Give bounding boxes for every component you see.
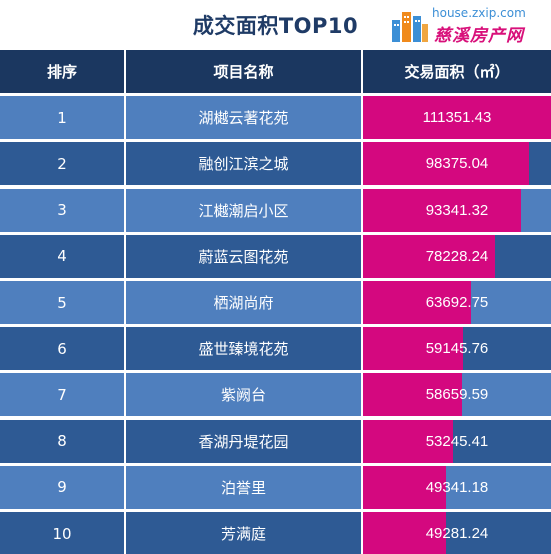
header-area: 交易面积（㎡）: [363, 50, 551, 93]
area-bar: [363, 234, 495, 278]
area-value: 93341.32: [425, 201, 489, 219]
area-bar: [363, 96, 551, 140]
rank-cell: 6: [0, 327, 124, 371]
project-name-cell: 栖湖尚府: [126, 281, 361, 324]
area-value: 98375.04: [425, 155, 489, 173]
site-logo: house.zxip.com 慈溪房产网: [390, 6, 550, 46]
header-rank: 排序: [0, 50, 124, 93]
table-row: 8 香湖丹堤花园 53245.41: [0, 419, 551, 463]
area-value: 63692.75: [425, 294, 489, 311]
table-row: 3 江樾潮启小区 93341.32: [0, 188, 551, 232]
rank-cell: 4: [0, 234, 124, 278]
title-bar: 成交面积TOP10 house.zxip.com 慈溪房产网: [0, 0, 551, 50]
area-cell: 111351.43: [363, 96, 551, 140]
area-cell: 78228.24: [363, 234, 551, 278]
area-cell: 63692.75: [363, 281, 551, 324]
area-value: 78228.24: [425, 247, 489, 265]
table-row: 10 芳满庭 49281.24: [0, 512, 551, 554]
area-cell: 53245.41: [363, 419, 551, 463]
area-bar: [363, 419, 453, 463]
area-value: 49341.18: [425, 478, 489, 496]
area-bar: [363, 281, 471, 324]
area-bar: [363, 188, 521, 232]
area-bar: [363, 465, 446, 509]
project-name-cell: 盛世臻境花苑: [126, 327, 361, 371]
area-value: 59145.76: [425, 340, 489, 358]
table-row: 5 栖湖尚府 63692.75: [0, 281, 551, 324]
rank-cell: 3: [0, 188, 124, 232]
area-bar: [363, 142, 529, 186]
table-header-row: 排序 项目名称 交易面积（㎡）: [0, 50, 551, 93]
project-name-cell: 泊誉里: [126, 465, 361, 509]
buildings-icon: [392, 12, 428, 42]
rank-cell: 9: [0, 465, 124, 509]
project-name-cell: 香湖丹堤花园: [126, 419, 361, 463]
area-bar: [363, 373, 462, 417]
rank-cell: 10: [0, 512, 124, 554]
area-cell: 93341.32: [363, 188, 551, 232]
area-value: 111351.43: [422, 109, 492, 127]
project-name-cell: 芳满庭: [126, 512, 361, 554]
project-name-cell: 湖樾云著花苑: [126, 96, 361, 140]
area-bar: [363, 512, 446, 554]
logo-domain: house.zxip.com: [432, 6, 526, 20]
project-name-cell: 蔚蓝云图花苑: [126, 234, 361, 278]
table-row: 6 盛世臻境花苑 59145.76: [0, 327, 551, 371]
header-name: 项目名称: [126, 50, 361, 93]
table-row: 4 蔚蓝云图花苑 78228.24: [0, 234, 551, 278]
table-row: 1 湖樾云著花苑 111351.43: [0, 96, 551, 140]
rank-cell: 7: [0, 373, 124, 417]
area-value: 58659.59: [425, 386, 489, 404]
table-row: 2 融创江滨之城 98375.04: [0, 142, 551, 186]
area-value: 53245.41: [425, 432, 489, 450]
rank-cell: 5: [0, 281, 124, 324]
rank-cell: 8: [0, 419, 124, 463]
chart-title: 成交面积TOP10: [192, 14, 359, 38]
area-cell: 59145.76: [363, 327, 551, 371]
project-name-cell: 紫阙台: [126, 373, 361, 417]
project-name-cell: 江樾潮启小区: [126, 188, 361, 232]
area-cell: 49281.24: [363, 512, 551, 554]
area-cell: 49341.18: [363, 465, 551, 509]
project-name-cell: 融创江滨之城: [126, 142, 361, 186]
logo-name: 慈溪房产网: [434, 26, 524, 46]
rank-cell: 1: [0, 96, 124, 140]
area-bar: [363, 327, 463, 371]
area-cell: 58659.59: [363, 373, 551, 417]
table-row: 9 泊誉里 49341.18: [0, 465, 551, 509]
area-cell: 98375.04: [363, 142, 551, 186]
ranking-table: 排序 项目名称 交易面积（㎡） 1 湖樾云著花苑 111351.43 2 融创江滨之城 9…: [0, 50, 551, 554]
table-row: 7 紫阙台 58659.59: [0, 373, 551, 417]
rank-cell: 2: [0, 142, 124, 186]
area-value: 49281.24: [425, 525, 489, 542]
